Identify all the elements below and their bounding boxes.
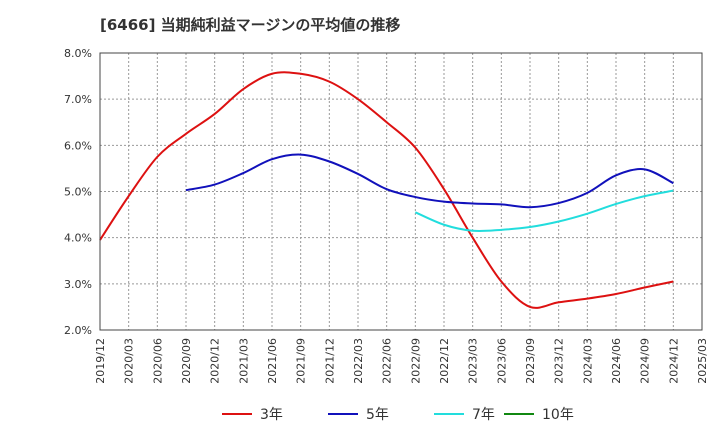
y-tick-label: 8.0% [64, 47, 92, 60]
x-tick-label: 2025/03 [696, 338, 709, 384]
x-tick-label: 2024/09 [639, 338, 652, 384]
y-tick-label: 5.0% [64, 186, 92, 199]
x-tick-label: 2020/12 [209, 338, 222, 384]
legend-label-1: 5年 [366, 407, 389, 423]
x-tick-label: 2023/03 [467, 338, 480, 384]
y-tick-label: 6.0% [64, 139, 92, 152]
chart-title: [6466] 当期純利益マージンの平均値の推移 [100, 16, 401, 34]
legend-label-0: 3年 [260, 407, 283, 423]
x-tick-label: 2024/03 [581, 338, 594, 384]
legend-label-3: 10年 [542, 407, 574, 423]
x-tick-label: 2024/06 [610, 338, 623, 384]
x-tick-label: 2021/06 [266, 338, 279, 384]
series-line-1 [185, 153, 674, 209]
x-tick-label: 2020/06 [151, 338, 164, 384]
y-tick-label: 2.0% [64, 324, 92, 337]
x-tick-label: 2023/06 [495, 338, 508, 384]
x-tick-label: 2022/03 [352, 338, 365, 384]
series-line-0 [99, 71, 674, 309]
grid-lines [99, 52, 703, 331]
y-tick-label: 4.0% [64, 232, 92, 245]
x-tick-label: 2021/03 [237, 338, 250, 384]
x-tick-label: 2023/09 [524, 338, 537, 384]
legend: 3年 5年 7年 10年 [222, 407, 574, 423]
y-axis: 2.0% 3.0% 4.0% 5.0% 6.0% 7.0% 8.0% [64, 47, 92, 337]
x-tick-label: 2020/03 [123, 338, 136, 384]
x-tick-label: 2022/09 [409, 338, 422, 384]
x-tick-label: 2021/12 [323, 338, 336, 384]
x-tick-label: 2019/12 [94, 338, 107, 384]
x-tick-label: 2021/09 [295, 338, 308, 384]
x-tick-label: 2020/09 [180, 338, 193, 384]
x-tick-label: 2024/12 [667, 338, 680, 384]
series-lines [99, 71, 674, 309]
legend-label-2: 7年 [472, 407, 495, 423]
series-line-2 [414, 189, 674, 233]
x-tick-label: 2022/12 [438, 338, 451, 384]
y-tick-label: 7.0% [64, 93, 92, 106]
plot-frame [99, 52, 703, 331]
y-tick-label: 3.0% [64, 278, 92, 291]
x-tick-label: 2023/12 [553, 338, 566, 384]
x-tick-label: 2022/06 [381, 338, 394, 384]
x-axis: 2019/12 2020/03 2020/06 2020/09 2020/12 2021/… [94, 338, 709, 384]
